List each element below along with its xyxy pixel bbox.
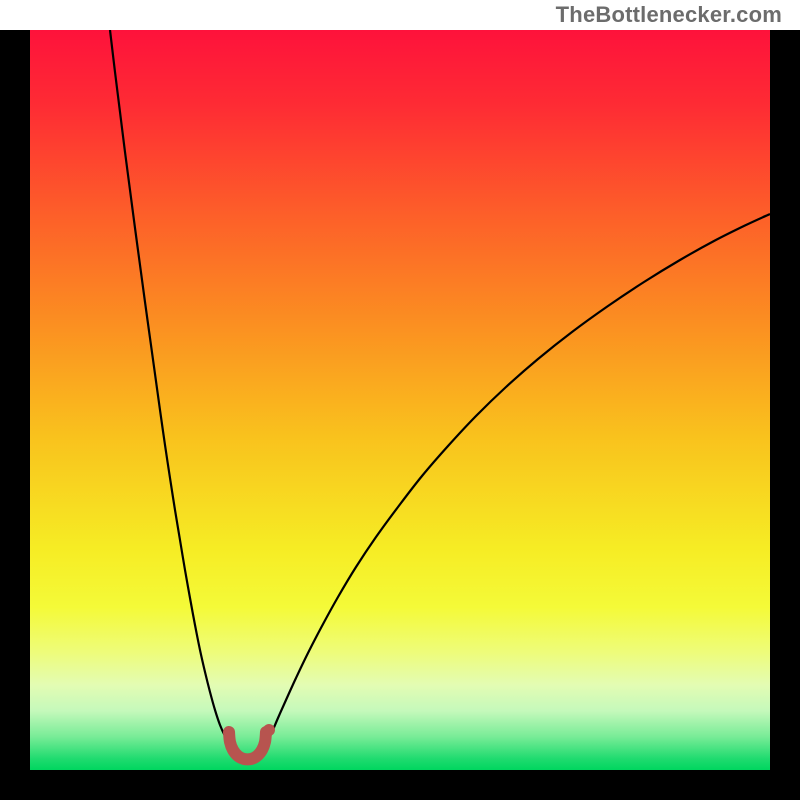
gradient-background bbox=[30, 30, 770, 770]
valley-dot-marker bbox=[263, 724, 275, 736]
frame-bottom bbox=[0, 770, 800, 800]
figure-root: TheBottlenecker.com bbox=[0, 0, 800, 800]
bottleneck-chart bbox=[30, 30, 770, 770]
frame-left bbox=[0, 30, 30, 800]
frame-right bbox=[770, 30, 800, 800]
attribution-text: TheBottlenecker.com bbox=[556, 2, 782, 28]
